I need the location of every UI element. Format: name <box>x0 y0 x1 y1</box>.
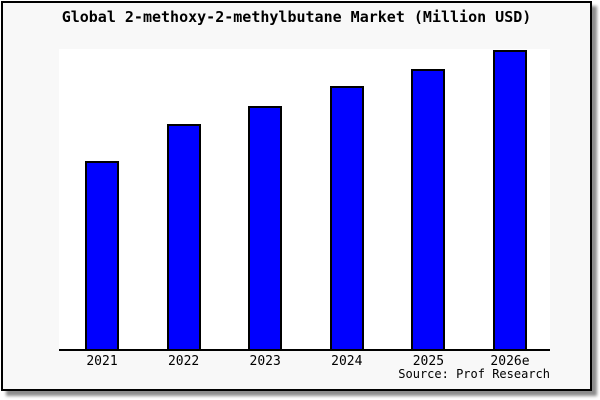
chart-frame: Global 2-methoxy-2-methylbutane Market (… <box>1 1 592 391</box>
x-tick-label-2024: 2024 <box>331 354 363 369</box>
bar-2024 <box>329 86 364 349</box>
x-tick-label-2026e: 2026e <box>490 354 530 369</box>
bar-2026e <box>493 50 527 349</box>
x-tick-label-2025: 2025 <box>412 354 445 369</box>
bar-2022 <box>166 124 201 349</box>
plot-area <box>59 49 550 351</box>
bar-2021 <box>85 161 119 349</box>
x-axis-labels: 2021 2022 2023 2024 2025 2026e <box>59 354 550 370</box>
chart-title: Global 2-methoxy-2-methylbutane Market (… <box>61 8 532 26</box>
x-tick-label-2023: 2023 <box>249 354 281 369</box>
source-note: Source: Prof Research <box>398 367 550 381</box>
x-tick-label-2022: 2022 <box>167 354 200 369</box>
x-tick-label-2021: 2021 <box>86 354 118 369</box>
bar-2025 <box>411 69 446 349</box>
bar-2023 <box>248 106 283 349</box>
